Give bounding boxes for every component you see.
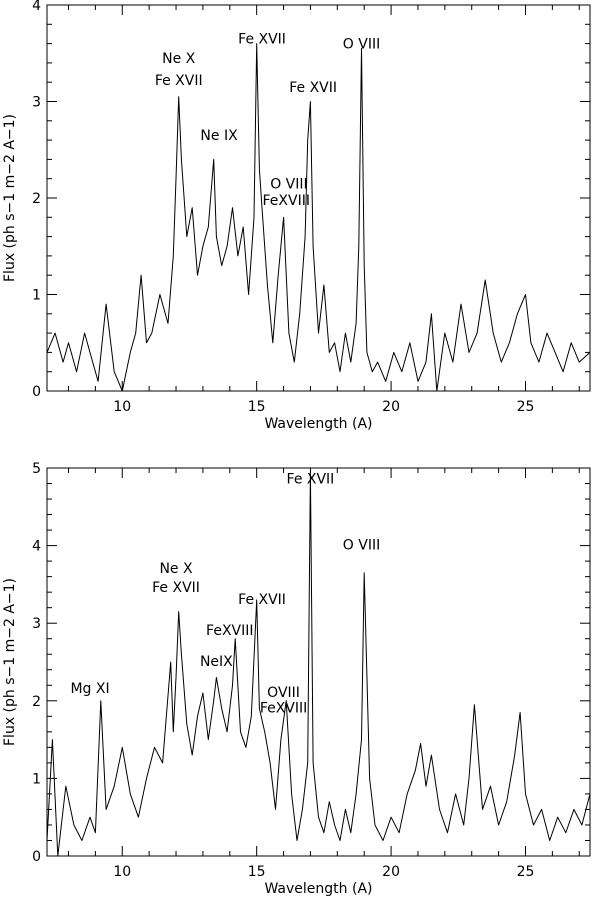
y-tick-label: 4 <box>32 0 41 14</box>
line-annotation: FeXVIII <box>263 193 310 209</box>
line-annotation: NeIX <box>200 654 233 670</box>
x-axis-title: Wavelength (A) <box>264 881 372 897</box>
line-annotation: Fe XVII <box>238 32 286 48</box>
line-annotation: Ne IX <box>200 128 238 144</box>
x-tick-label: 25 <box>517 864 535 880</box>
y-tick-label: 1 <box>32 288 41 304</box>
x-tick-label: 25 <box>517 399 535 415</box>
line-annotation: O VIII <box>343 36 380 52</box>
y-tick-label: 2 <box>32 694 41 710</box>
line-annotation: Fe XVII <box>152 580 200 596</box>
spectrum-line <box>46 43 591 392</box>
plot-frame <box>46 467 591 857</box>
line-annotation: Ne X <box>159 561 193 577</box>
line-annotation: Fe XVII <box>287 472 335 488</box>
line-annotation: Fe XVII <box>155 73 203 89</box>
x-tick-label: 20 <box>382 864 400 880</box>
chart-panel-1: 10 15 20 25 0 1 2 3 4 Wavelength (A) Flux (ph s−1 … <box>2 0 591 432</box>
x-tick-label: 20 <box>382 399 400 415</box>
y-axis-title: Flux (ph s−1 m−2 A−1) <box>2 114 18 282</box>
y-tick-label: 2 <box>32 191 41 207</box>
line-annotation: Fe XVII <box>238 592 286 608</box>
line-annotation: Mg XI <box>70 681 109 697</box>
y-tick-label: 4 <box>32 539 41 555</box>
y-tick-label: 0 <box>32 384 41 400</box>
y-tick-label: 3 <box>32 616 41 632</box>
line-annotation: Ne X <box>162 51 196 67</box>
y-tick-label: 0 <box>32 849 41 865</box>
line-annotation: FeXVIII <box>260 700 307 716</box>
y-tick-label: 5 <box>32 461 41 477</box>
y-tick-label: 3 <box>32 95 41 111</box>
line-annotation: Fe XVII <box>289 80 337 96</box>
chart-panel-2: 10 15 20 25 0 1 2 3 4 5 Wavelength (A) Flux (ph s−1… <box>2 461 591 897</box>
line-annotation: O VIII <box>270 176 307 192</box>
line-annotation: OVIII <box>267 685 300 701</box>
spectrum-line <box>46 471 591 857</box>
x-axis-title: Wavelength (A) <box>264 416 372 432</box>
line-annotation: O VIII <box>343 537 380 553</box>
y-axis-title: Flux (ph s−1 m−2 A−1) <box>2 578 18 746</box>
x-tick-label: 15 <box>248 864 266 880</box>
y-tick-label: 1 <box>32 771 41 787</box>
x-tick-label: 10 <box>113 864 131 880</box>
x-tick-label: 15 <box>248 399 266 415</box>
x-tick-label: 10 <box>113 399 131 415</box>
line-annotation: FeXVIII <box>206 623 253 639</box>
